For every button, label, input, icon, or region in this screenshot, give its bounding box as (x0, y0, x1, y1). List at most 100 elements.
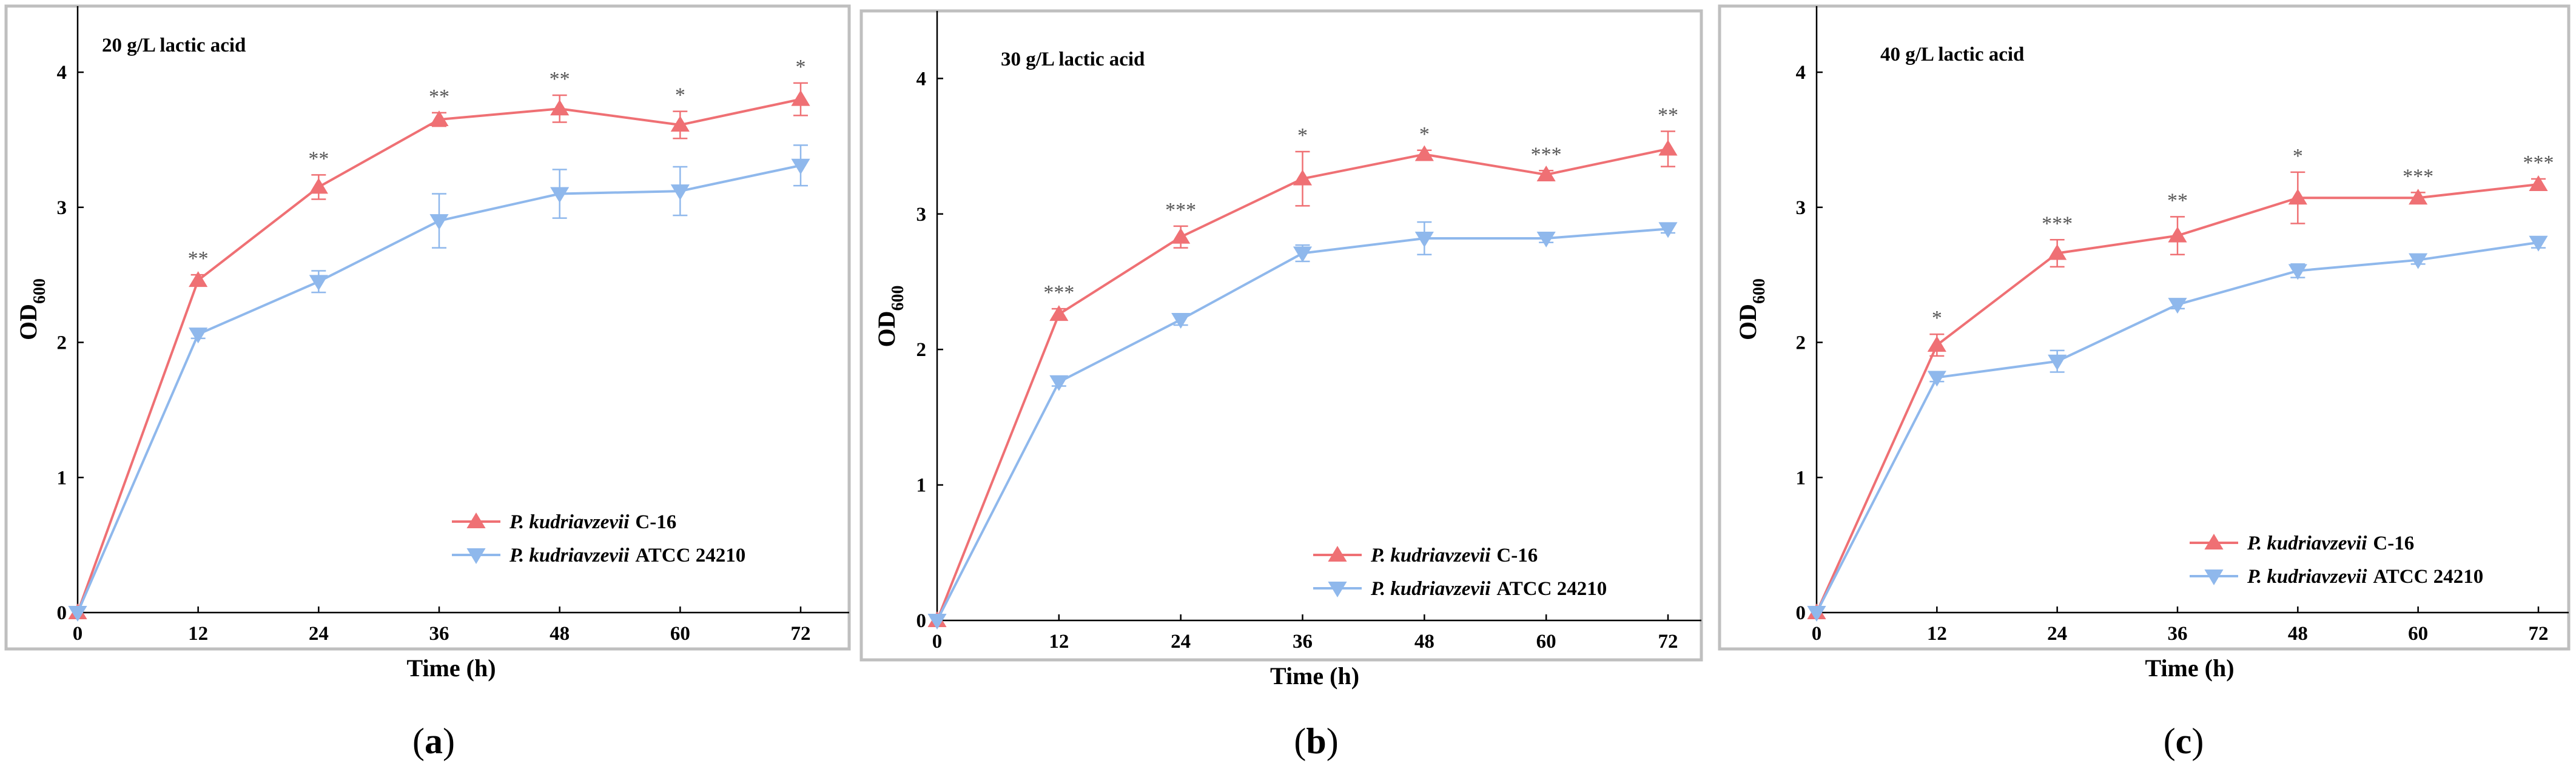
legend-label: P. kudriavzevii ATCC 24210 (509, 545, 745, 566)
y-tick-label: 1 (57, 467, 67, 489)
legend-item-atcc-24210: P. kudriavzevii ATCC 24210 (2190, 566, 2483, 588)
series-c16 (68, 82, 810, 619)
legend-strain: ATCC 24210 (635, 545, 745, 566)
data-point-up-triangle (2048, 244, 2067, 260)
series-c16 (927, 130, 1678, 627)
data-point-up-triangle (1049, 305, 1069, 321)
x-tick-label: 72 (1658, 631, 1678, 653)
y-tick-label: 3 (57, 197, 67, 219)
data-point-up-triangle (309, 178, 328, 194)
panel-label-open-paren: ( (2164, 721, 2176, 761)
x-tick-label: 12 (1927, 623, 1947, 645)
y-axis-title-main: OD (873, 311, 900, 348)
y-tick-label: 4 (916, 68, 927, 90)
significance-marker: *** (1531, 143, 1562, 166)
x-tick-label: 48 (550, 623, 570, 645)
data-point-down-triangle (189, 328, 208, 344)
panel-label-close-paren: ) (1327, 721, 1339, 761)
data-point-up-triangle (2529, 175, 2548, 191)
data-point-down-triangle (670, 184, 690, 201)
y-axis-title: OD600 (15, 278, 49, 340)
data-point-down-triangle (2529, 235, 2548, 252)
significance-marker: ** (1658, 104, 1678, 126)
legend-species: P. kudriavzevii (1370, 545, 1491, 566)
series-atcc-24210 (68, 144, 810, 622)
x-axis-title: Time (h) (406, 654, 496, 682)
data-point-up-triangle (189, 271, 208, 287)
panel-label-letter: a (425, 721, 443, 761)
x-tick-label: 36 (1293, 631, 1313, 653)
data-point-down-triangle (1658, 222, 1678, 238)
y-tick-label: 0 (1796, 602, 1806, 624)
y-tick-label: 0 (916, 610, 927, 632)
significance-marker: *** (2523, 152, 2554, 174)
data-point-down-triangle (1171, 313, 1191, 329)
significance-marker: *** (1165, 199, 1196, 221)
legend-label: P. kudriavzevii C-16 (509, 511, 676, 533)
y-axis-title-text: OD600 (873, 286, 907, 348)
x-tick-label: 60 (670, 623, 690, 645)
x-tick-label: 0 (1812, 623, 1822, 645)
y-tick-label: 1 (916, 475, 927, 497)
x-tick-label: 0 (932, 631, 943, 653)
data-point-down-triangle (2048, 354, 2067, 371)
series-atcc-24210 (927, 221, 1678, 630)
data-point-up-triangle (1293, 169, 1313, 186)
panel-label-open-paren: ( (412, 721, 425, 761)
legend: P. kudriavzevii C-16P. kudriavzevii ATCC 2… (1313, 545, 1607, 600)
legend-item-c16: P. kudriavzevii C-16 (452, 511, 676, 533)
x-tick-label: 60 (1536, 631, 1556, 653)
data-point-down-triangle (309, 275, 328, 291)
x-tick-label: 0 (73, 623, 83, 645)
x-tick-label: 24 (2047, 623, 2067, 645)
data-point-up-triangle (1658, 139, 1678, 156)
data-point-down-triangle (429, 214, 449, 230)
panel-label-close-paren: ) (443, 721, 455, 761)
x-tick-label: 12 (188, 623, 208, 645)
panel-label-close-paren: ) (2191, 721, 2204, 761)
legend-item-atcc-24210: P. kudriavzevii ATCC 24210 (1313, 578, 1607, 600)
x-axis-title: Time (h) (2145, 654, 2234, 682)
legend-marker (1328, 546, 1347, 562)
panel-label-c: (c) (2164, 721, 2204, 761)
data-point-down-triangle (2168, 298, 2187, 314)
y-tick-label: 2 (57, 332, 67, 354)
y-tick-label: 2 (916, 339, 927, 361)
data-point-down-triangle (2288, 264, 2307, 280)
legend-species: P. kudriavzevii (2247, 533, 2367, 554)
significance-marker: * (1419, 123, 1430, 146)
data-point-down-triangle (1536, 231, 1556, 247)
x-tick-label: 36 (2168, 623, 2188, 645)
data-point-up-triangle (1927, 336, 1946, 352)
y-axis-title-text: OD600 (15, 278, 49, 340)
significance-marker: ** (429, 86, 449, 108)
significance-marker: ** (308, 147, 329, 170)
legend-strain: C-16 (635, 511, 676, 533)
legend-species: P. kudriavzevii (1370, 578, 1491, 600)
legend-item-atcc-24210: P. kudriavzevii ATCC 24210 (452, 545, 745, 566)
data-point-down-triangle (68, 606, 87, 622)
legend-marker (2204, 569, 2224, 585)
y-tick-label: 1 (1796, 467, 1806, 489)
plot-frame (1718, 4, 2571, 651)
significance-marker: * (1297, 124, 1308, 147)
plot-frame (4, 4, 851, 651)
significance-marker: * (796, 56, 806, 78)
y-axis-title-subscript: 600 (889, 286, 907, 311)
panel-label-letter: c (2176, 721, 2192, 761)
significance-marker: ** (2167, 189, 2188, 212)
x-tick-label: 60 (2408, 623, 2428, 645)
x-tick-label: 24 (309, 623, 329, 645)
data-point-down-triangle (1927, 371, 1946, 387)
data-point-down-triangle (1049, 375, 1069, 391)
y-tick-label: 3 (1796, 197, 1806, 219)
legend-species: P. kudriavzevii (509, 545, 630, 566)
panel-label-b: (b) (1294, 721, 1338, 761)
y-axis-title-subscript: 600 (30, 278, 49, 304)
legend-label: P. kudriavzevii ATCC 24210 (2247, 566, 2483, 588)
y-tick-label: 0 (57, 602, 67, 624)
series-c16 (1807, 171, 2548, 619)
data-point-up-triangle (791, 90, 810, 106)
